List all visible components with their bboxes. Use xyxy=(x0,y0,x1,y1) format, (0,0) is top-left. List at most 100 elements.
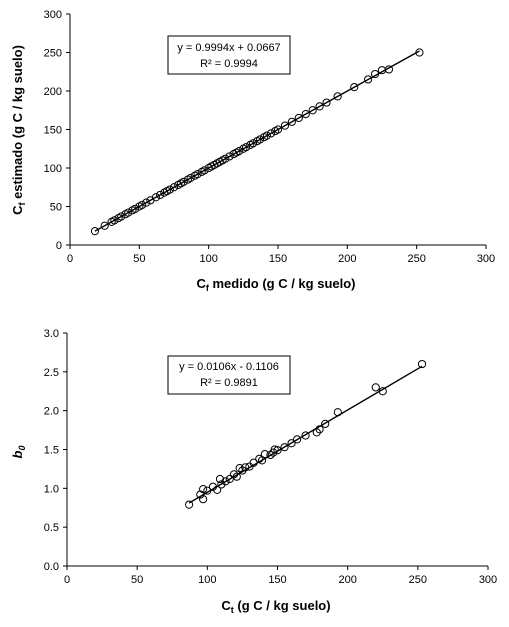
data-point xyxy=(333,408,342,417)
data-point xyxy=(199,485,208,494)
data-point xyxy=(229,470,239,479)
y-axis-label-main: C xyxy=(10,205,25,215)
x-tick-label: 200 xyxy=(338,253,356,265)
data-point xyxy=(415,48,424,57)
data-point xyxy=(249,458,258,467)
x-axis-label-sub: f xyxy=(206,283,210,293)
data-point xyxy=(255,135,265,144)
data-point xyxy=(262,131,272,140)
data-point xyxy=(273,446,282,455)
data-point xyxy=(225,474,234,484)
equation-box xyxy=(167,35,291,75)
data-point xyxy=(90,227,100,236)
x-tick-label: 300 xyxy=(479,574,497,586)
data-point xyxy=(169,183,179,192)
chart-b0-vs-ct: 0 50 100 150 200 250 300 0.0 0.5 1.0 1.5 2.0 2.5 3.0 y… xyxy=(10,328,497,615)
data-point xyxy=(333,92,342,101)
equation-box xyxy=(167,355,291,395)
data-point xyxy=(280,443,289,452)
x-axis-label-rest: medido (g C / kg suelo) xyxy=(209,276,356,291)
x-axis-label: Cf medido (g C / kg suelo) xyxy=(196,276,355,293)
data-point xyxy=(215,474,225,484)
data-point xyxy=(117,212,126,221)
data-point xyxy=(100,221,109,230)
y-tick-label: 2.0 xyxy=(44,406,59,418)
y-axis-label-main: b xyxy=(10,450,25,458)
y-axis-label: Cf estimado (g C / kg suelo) xyxy=(10,45,27,215)
data-point xyxy=(417,359,427,369)
x-tick-label: 50 xyxy=(131,574,143,586)
y-tick-label: 200 xyxy=(44,86,62,98)
y-tick-label: 1.0 xyxy=(44,483,59,495)
data-point xyxy=(287,117,296,126)
data-point xyxy=(364,75,373,84)
chart-cf-estimado-vs-medido: 0 50 100 150 200 250 300 0 50 100 150 200 250 300 y = … xyxy=(10,9,495,293)
data-point xyxy=(156,190,165,200)
y-axis-label: b0 xyxy=(10,446,27,459)
data-point xyxy=(293,435,302,444)
data-point xyxy=(193,170,202,179)
data-point xyxy=(280,121,290,130)
data-point xyxy=(260,450,269,459)
x-tick-label: 300 xyxy=(477,253,495,265)
x-tick-label: 250 xyxy=(407,253,425,265)
data-point xyxy=(200,166,209,175)
y-tick-label: 0.0 xyxy=(44,561,59,573)
data-point xyxy=(199,495,208,504)
data-point xyxy=(221,477,230,486)
data-point xyxy=(138,200,147,210)
y-tick-label: 0.5 xyxy=(44,522,59,534)
data-point xyxy=(287,439,296,448)
x-tick-label: 0 xyxy=(67,253,73,265)
data-point xyxy=(242,143,251,152)
r-squared-text: R² = 0.9891 xyxy=(200,377,258,389)
data-point xyxy=(378,387,387,396)
y-axis-label-sub: 0 xyxy=(17,446,27,451)
data-point xyxy=(241,463,250,472)
data-point xyxy=(315,102,324,111)
data-point xyxy=(124,208,133,217)
data-point xyxy=(266,129,276,138)
x-axis-label: Ct (g C / kg suelo) xyxy=(221,598,330,615)
data-point xyxy=(235,146,244,156)
data-point xyxy=(110,216,119,225)
y-tick-label: 150 xyxy=(44,125,62,137)
y-tick-label: 100 xyxy=(44,163,62,175)
y-tick-label: 1.5 xyxy=(44,445,59,457)
x-tick-label: 150 xyxy=(268,574,286,586)
x-tick-label: 50 xyxy=(133,253,145,265)
x-axis-label-sub: t xyxy=(231,605,234,615)
x-tick-label: 100 xyxy=(199,253,217,265)
equation-text: y = 0.9994x + 0.0667 xyxy=(177,42,280,54)
y-axis-label-rest: estimado (g C / kg suelo) xyxy=(10,45,25,202)
data-point xyxy=(179,177,188,186)
data-point xyxy=(384,65,394,74)
trendline xyxy=(94,50,420,232)
data-point xyxy=(266,450,275,460)
data-point xyxy=(235,464,244,473)
data-point xyxy=(225,152,234,161)
x-axis-label-main: C xyxy=(196,276,206,291)
r-squared-text: R² = 0.9994 xyxy=(200,58,258,70)
data-point xyxy=(131,204,140,213)
y-tick-label: 3.0 xyxy=(44,328,59,340)
x-tick-label: 250 xyxy=(409,574,427,586)
data-point xyxy=(248,139,258,148)
data-point xyxy=(350,83,359,92)
trendline xyxy=(188,365,423,504)
data-point xyxy=(273,125,283,134)
x-tick-label: 0 xyxy=(64,574,70,586)
y-tick-label: 2.5 xyxy=(44,367,59,379)
y-tick-label: 0 xyxy=(56,240,62,252)
data-point xyxy=(315,425,324,434)
y-tick-label: 250 xyxy=(44,48,62,60)
data-point xyxy=(203,486,212,495)
data-point xyxy=(186,173,195,183)
equation-text: y = 0.0106x - 0.1106 xyxy=(179,361,279,373)
data-point xyxy=(221,154,230,163)
data-point xyxy=(301,431,310,440)
data-point xyxy=(371,383,380,392)
data-point xyxy=(151,193,161,202)
data-point xyxy=(165,185,174,194)
data-point xyxy=(213,485,222,494)
